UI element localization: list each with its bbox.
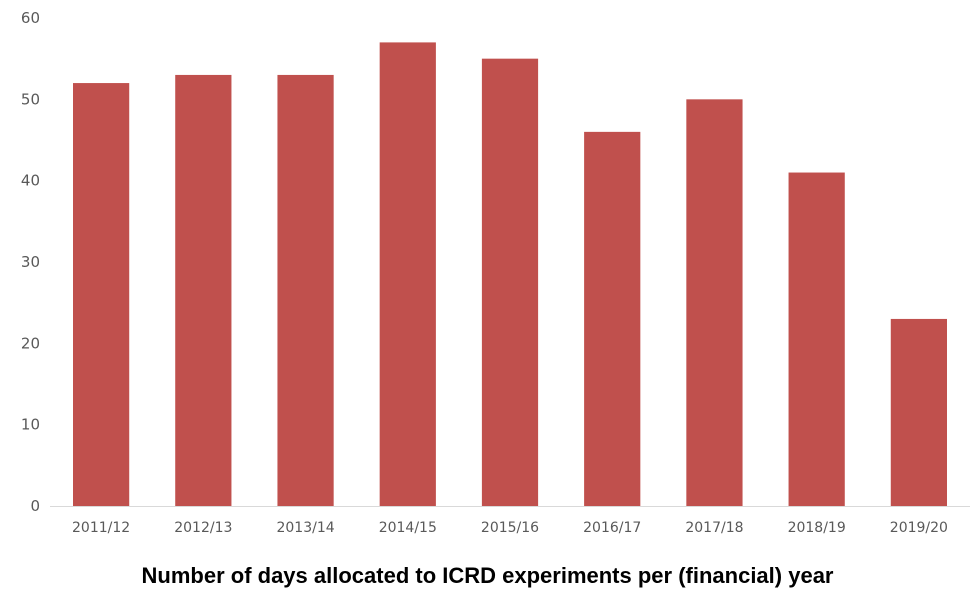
y-tick-label: 50: [21, 90, 40, 108]
x-tick-label: 2012/13: [174, 520, 232, 536]
bar: [73, 83, 130, 507]
bar: [890, 318, 947, 506]
x-tick-label: 2011/12: [72, 520, 130, 536]
x-tick-label: 2018/19: [788, 520, 846, 536]
bar: [481, 58, 539, 507]
y-tick-label: 40: [21, 172, 40, 190]
y-tick-label: 20: [21, 334, 40, 352]
bar: [788, 172, 845, 507]
y-tick-label: 30: [21, 253, 40, 271]
x-tick-label: 2019/20: [890, 520, 948, 536]
x-tick-label: 2015/16: [481, 520, 539, 536]
y-axis-ticks: 0 10 20 30 40 50 60: [21, 9, 40, 515]
x-tick-label: 2017/18: [685, 520, 743, 536]
x-axis-ticks: 2011/12 2012/13 2013/14 2014/15 2015/16 2016/…: [72, 520, 948, 536]
y-tick-label: 0: [30, 497, 40, 515]
bar: [379, 42, 436, 507]
bar: [277, 74, 334, 506]
bars: [73, 42, 947, 507]
bar: [175, 74, 232, 506]
x-tick-label: 2014/15: [379, 520, 437, 536]
y-tick-label: 10: [21, 416, 40, 434]
y-tick-label: 60: [21, 9, 40, 27]
x-tick-label: 2016/17: [583, 520, 641, 536]
x-axis-title: Number of days allocated to ICRD experim…: [141, 563, 834, 588]
bar: [584, 131, 641, 506]
bar: [686, 99, 743, 506]
x-tick-label: 2013/14: [276, 520, 334, 536]
